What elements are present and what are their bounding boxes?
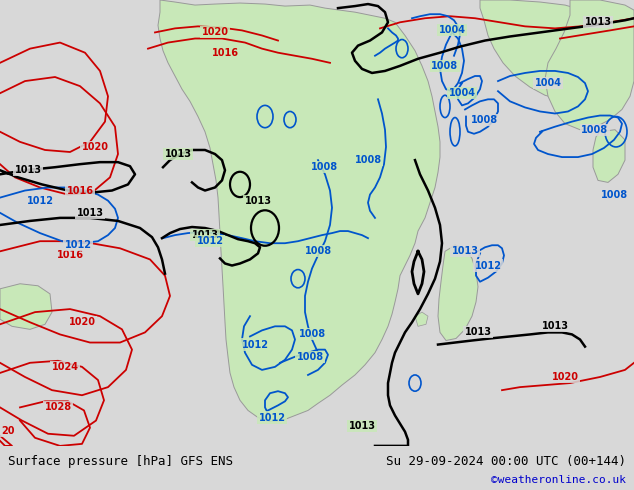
- Text: 1004: 1004: [448, 88, 476, 98]
- Text: 1028: 1028: [44, 402, 72, 413]
- Text: 1013: 1013: [15, 165, 41, 175]
- Text: 1013: 1013: [77, 208, 103, 218]
- Text: 1008: 1008: [304, 246, 332, 256]
- Text: 1012: 1012: [474, 261, 501, 270]
- Text: ©weatheronline.co.uk: ©weatheronline.co.uk: [491, 475, 626, 485]
- Text: 1004: 1004: [534, 78, 562, 88]
- Text: 1013: 1013: [349, 420, 375, 431]
- Polygon shape: [158, 0, 440, 421]
- Polygon shape: [415, 312, 428, 326]
- Text: 1016: 1016: [67, 186, 93, 196]
- Polygon shape: [545, 0, 634, 130]
- Text: 1013: 1013: [465, 327, 491, 338]
- Text: 1013: 1013: [164, 149, 191, 159]
- Text: 1008: 1008: [472, 115, 498, 124]
- Text: 1020: 1020: [202, 27, 228, 37]
- Text: Surface pressure [hPa] GFS ENS: Surface pressure [hPa] GFS ENS: [8, 455, 233, 468]
- Text: 1020: 1020: [68, 317, 96, 327]
- Text: 1013: 1013: [541, 321, 569, 331]
- Text: 1012: 1012: [259, 413, 285, 422]
- Text: 1020: 1020: [552, 372, 578, 382]
- Polygon shape: [593, 130, 625, 182]
- Text: 1020: 1020: [82, 142, 108, 152]
- Text: 1016: 1016: [212, 48, 238, 58]
- Polygon shape: [438, 245, 478, 341]
- Text: Su 29-09-2024 00:00 UTC (00+144): Su 29-09-2024 00:00 UTC (00+144): [386, 455, 626, 468]
- Text: 1013: 1013: [245, 196, 271, 206]
- Text: 1008: 1008: [311, 162, 339, 172]
- Text: 1008: 1008: [354, 155, 382, 165]
- Text: 1013: 1013: [191, 230, 219, 240]
- Text: 1013: 1013: [585, 17, 612, 27]
- Text: 1013: 1013: [451, 246, 479, 256]
- Text: 1012: 1012: [242, 340, 269, 349]
- Text: 20: 20: [1, 426, 15, 436]
- Text: 1008: 1008: [299, 329, 326, 340]
- Text: 1024: 1024: [51, 362, 79, 372]
- Text: 1012: 1012: [27, 196, 53, 206]
- Text: 1016: 1016: [56, 250, 84, 260]
- Text: 1008: 1008: [581, 125, 609, 135]
- Text: 1012: 1012: [65, 240, 91, 250]
- Text: 1008: 1008: [432, 61, 458, 71]
- Text: 1012: 1012: [197, 236, 224, 246]
- Text: 1004: 1004: [439, 25, 465, 35]
- Polygon shape: [0, 284, 52, 329]
- Polygon shape: [480, 0, 620, 99]
- Text: 1008: 1008: [297, 352, 323, 362]
- Text: 1008: 1008: [602, 190, 628, 199]
